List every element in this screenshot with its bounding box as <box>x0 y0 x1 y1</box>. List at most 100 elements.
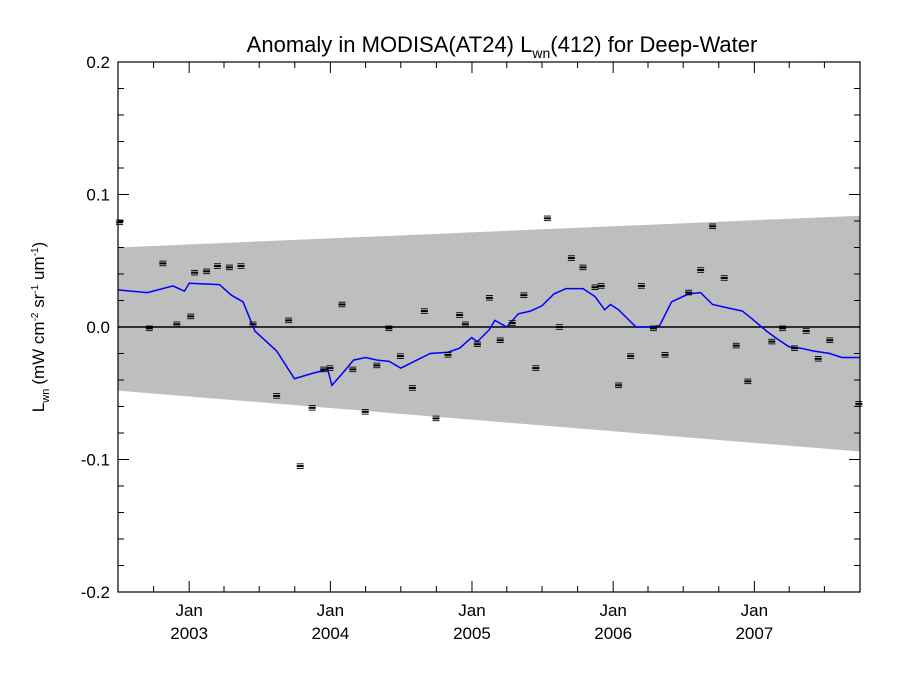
data-point <box>555 324 563 330</box>
data-point <box>326 365 334 371</box>
data-point-marker <box>826 339 834 342</box>
data-point-marker <box>444 353 452 356</box>
data-point-marker <box>532 367 540 370</box>
data-point-marker <box>615 384 623 387</box>
data-point-marker <box>591 286 599 289</box>
data-point-marker <box>249 323 257 326</box>
data-point <box>385 325 393 332</box>
x-tick-label-year: 2003 <box>170 624 208 643</box>
x-tick-label-year: 2007 <box>735 624 773 643</box>
data-point <box>591 284 599 290</box>
data-point <box>237 263 245 269</box>
data-point <box>627 353 635 359</box>
data-point-marker <box>814 357 822 360</box>
y-axis-label-base-sub: wn <box>40 389 52 404</box>
data-point <box>473 341 481 347</box>
data-point-marker <box>791 347 799 350</box>
data-point-marker <box>543 217 551 220</box>
data-point <box>508 320 516 326</box>
data-point <box>285 317 293 324</box>
data-points <box>116 215 863 469</box>
data-point-marker <box>520 294 528 297</box>
data-point <box>373 362 381 369</box>
data-point <box>296 463 304 469</box>
data-point <box>203 268 211 275</box>
data-point <box>697 267 705 273</box>
data-point-marker <box>709 225 717 228</box>
data-point-marker <box>732 344 740 347</box>
data-point-marker <box>456 314 464 317</box>
data-point-marker <box>627 355 635 358</box>
data-point-marker <box>567 257 575 260</box>
data-point-marker <box>326 367 334 370</box>
data-point <box>744 378 752 385</box>
data-point-marker <box>697 269 705 272</box>
x-tick-label-year: 2004 <box>311 624 349 643</box>
data-point-marker <box>116 221 124 224</box>
y-axis-label-sup-2: -1 <box>30 284 41 293</box>
data-point <box>273 393 281 399</box>
data-point <box>532 365 540 371</box>
data-point-marker <box>203 270 211 273</box>
data-point <box>225 264 233 271</box>
data-point <box>444 352 452 358</box>
data-point-marker <box>685 291 693 294</box>
data-point-marker <box>213 265 221 268</box>
data-point-marker <box>187 315 195 318</box>
data-point-marker <box>649 327 657 330</box>
y-tick-label: -0.2 <box>81 583 110 602</box>
data-point <box>579 264 587 271</box>
data-point-marker <box>349 368 357 371</box>
data-point <box>432 415 440 422</box>
data-point <box>456 312 464 318</box>
y-axis: 0.2 0.1 0.0 -0.1 -0.2 <box>81 53 860 602</box>
data-point <box>791 345 799 351</box>
data-point-marker <box>273 394 281 397</box>
data-point <box>116 219 124 226</box>
data-point <box>597 283 605 289</box>
chart-title-subscript: wn <box>531 45 550 61</box>
data-point <box>496 337 504 343</box>
data-point <box>187 313 195 320</box>
data-point-marker <box>296 465 304 468</box>
data-point <box>349 366 357 373</box>
data-point-marker <box>855 402 863 405</box>
x-axis: Jan 2003 Jan 2004 Jan 2005 Jan 2006 Jan 2007 <box>117 62 861 643</box>
x-tick-label-month: Jan <box>317 601 344 620</box>
data-point-marker <box>432 417 440 420</box>
data-point-marker <box>225 266 233 269</box>
chart-title-main: Anomaly in MODISA(AT24) L <box>247 32 533 57</box>
data-point <box>408 385 416 391</box>
y-axis-label-sup-1: -2 <box>30 312 41 321</box>
y-axis-label-units: (mW cm <box>29 321 48 384</box>
data-point-marker <box>308 406 316 409</box>
data-point-marker <box>191 271 199 274</box>
data-point <box>768 338 776 345</box>
data-point-marker <box>744 380 752 383</box>
data-point-marker <box>173 323 181 326</box>
y-tick-label: 0.0 <box>86 318 110 337</box>
data-point <box>814 356 822 362</box>
data-point <box>320 366 328 373</box>
data-point <box>543 215 551 222</box>
data-point-marker <box>579 266 587 269</box>
chart-title-rest: (412) for Deep-Water <box>550 32 757 57</box>
data-point <box>461 321 469 328</box>
chart-title: Anomaly in MODISA(AT24) Lwn(412) for Dee… <box>247 32 758 61</box>
data-point-marker <box>159 262 167 265</box>
data-point-marker <box>802 329 810 332</box>
data-point-marker <box>396 355 404 358</box>
data-point <box>732 342 740 349</box>
y-axis-label-base: L <box>29 403 48 412</box>
data-point <box>249 321 257 328</box>
data-point <box>637 283 645 289</box>
data-point-marker <box>720 276 728 279</box>
data-point-marker <box>320 368 328 371</box>
x-tick-label-year: 2006 <box>594 624 632 643</box>
data-point-marker <box>473 343 481 346</box>
data-point-marker <box>485 296 493 299</box>
data-point <box>191 269 199 276</box>
data-point <box>802 328 810 334</box>
x-tick-label-month: Jan <box>458 601 485 620</box>
